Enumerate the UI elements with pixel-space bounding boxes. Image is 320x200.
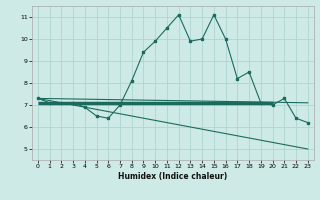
X-axis label: Humidex (Indice chaleur): Humidex (Indice chaleur) (118, 172, 228, 181)
